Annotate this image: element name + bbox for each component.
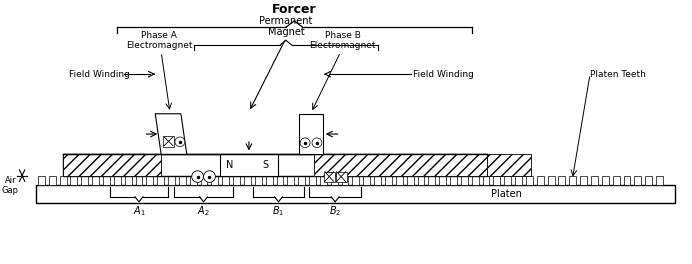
Bar <box>482 176 489 185</box>
Bar <box>255 176 262 185</box>
Bar <box>504 176 511 185</box>
Text: Platen Teeth: Platen Teeth <box>590 70 646 79</box>
Bar <box>396 176 403 185</box>
Bar <box>656 176 663 185</box>
Text: Air
Gap: Air Gap <box>2 176 19 195</box>
Bar <box>287 176 294 185</box>
Text: Permanent
Magnet: Permanent Magnet <box>260 16 313 37</box>
Text: Field Winding: Field Winding <box>412 70 473 79</box>
Bar <box>201 176 208 185</box>
Bar <box>486 154 531 176</box>
Bar <box>363 176 370 185</box>
Bar <box>233 176 240 185</box>
Bar <box>558 176 565 185</box>
Bar <box>190 176 197 185</box>
Circle shape <box>312 138 322 148</box>
Bar <box>48 176 55 185</box>
Bar <box>374 176 381 185</box>
Polygon shape <box>155 114 187 154</box>
Bar <box>439 176 446 185</box>
Text: N: N <box>226 160 234 170</box>
Circle shape <box>203 171 215 182</box>
Bar <box>547 176 554 185</box>
Bar <box>179 176 186 185</box>
Text: Field Winding: Field Winding <box>69 70 130 79</box>
Bar <box>147 176 153 185</box>
Bar <box>277 176 284 185</box>
Bar <box>591 176 598 185</box>
Bar <box>320 176 327 185</box>
Bar <box>299 114 323 154</box>
Bar <box>212 176 219 185</box>
Circle shape <box>300 138 310 148</box>
Bar <box>309 176 316 185</box>
Bar <box>71 176 78 185</box>
Text: Forcer: Forcer <box>272 3 316 16</box>
Bar <box>428 176 435 185</box>
Bar <box>417 176 424 185</box>
Bar <box>220 154 277 176</box>
Bar <box>136 176 143 185</box>
Bar <box>331 176 338 185</box>
Bar <box>38 176 45 185</box>
Bar <box>36 185 675 203</box>
Bar <box>407 176 414 185</box>
Bar <box>645 176 652 185</box>
Bar <box>537 176 544 185</box>
Bar <box>314 154 486 176</box>
Bar <box>493 176 500 185</box>
Bar <box>298 176 305 185</box>
Text: S: S <box>262 160 268 170</box>
Bar <box>163 136 174 147</box>
Bar <box>385 176 392 185</box>
Text: Phase B
Electromagnet: Phase B Electromagnet <box>309 31 376 50</box>
Bar <box>222 176 229 185</box>
Bar <box>92 176 99 185</box>
Text: $A_2$: $A_2$ <box>197 205 210 218</box>
Bar <box>472 176 479 185</box>
Bar <box>342 176 349 185</box>
Bar <box>570 176 576 185</box>
Bar <box>526 176 533 185</box>
Bar <box>623 176 630 185</box>
Bar <box>62 154 161 176</box>
Text: Phase A
Electromagnet: Phase A Electromagnet <box>126 31 192 50</box>
Bar <box>461 176 468 185</box>
Bar <box>515 176 522 185</box>
Bar <box>168 176 175 185</box>
Bar <box>60 176 66 185</box>
Bar <box>62 154 486 176</box>
Bar <box>450 176 457 185</box>
Bar <box>602 176 609 185</box>
Bar <box>266 176 273 185</box>
Text: Platen: Platen <box>491 189 522 199</box>
Bar <box>352 176 359 185</box>
Bar <box>103 176 110 185</box>
Text: $B_2$: $B_2$ <box>329 205 341 218</box>
Bar <box>324 172 335 182</box>
Bar <box>244 176 251 185</box>
Bar <box>114 176 120 185</box>
Circle shape <box>175 137 185 147</box>
Bar <box>635 176 641 185</box>
Text: $A_1$: $A_1$ <box>133 205 145 218</box>
Bar <box>157 176 164 185</box>
Bar <box>336 172 347 182</box>
Bar <box>580 176 587 185</box>
Bar <box>125 176 131 185</box>
Bar <box>81 176 88 185</box>
Text: $B_1$: $B_1$ <box>273 205 284 218</box>
Circle shape <box>192 171 203 182</box>
Bar <box>612 176 619 185</box>
